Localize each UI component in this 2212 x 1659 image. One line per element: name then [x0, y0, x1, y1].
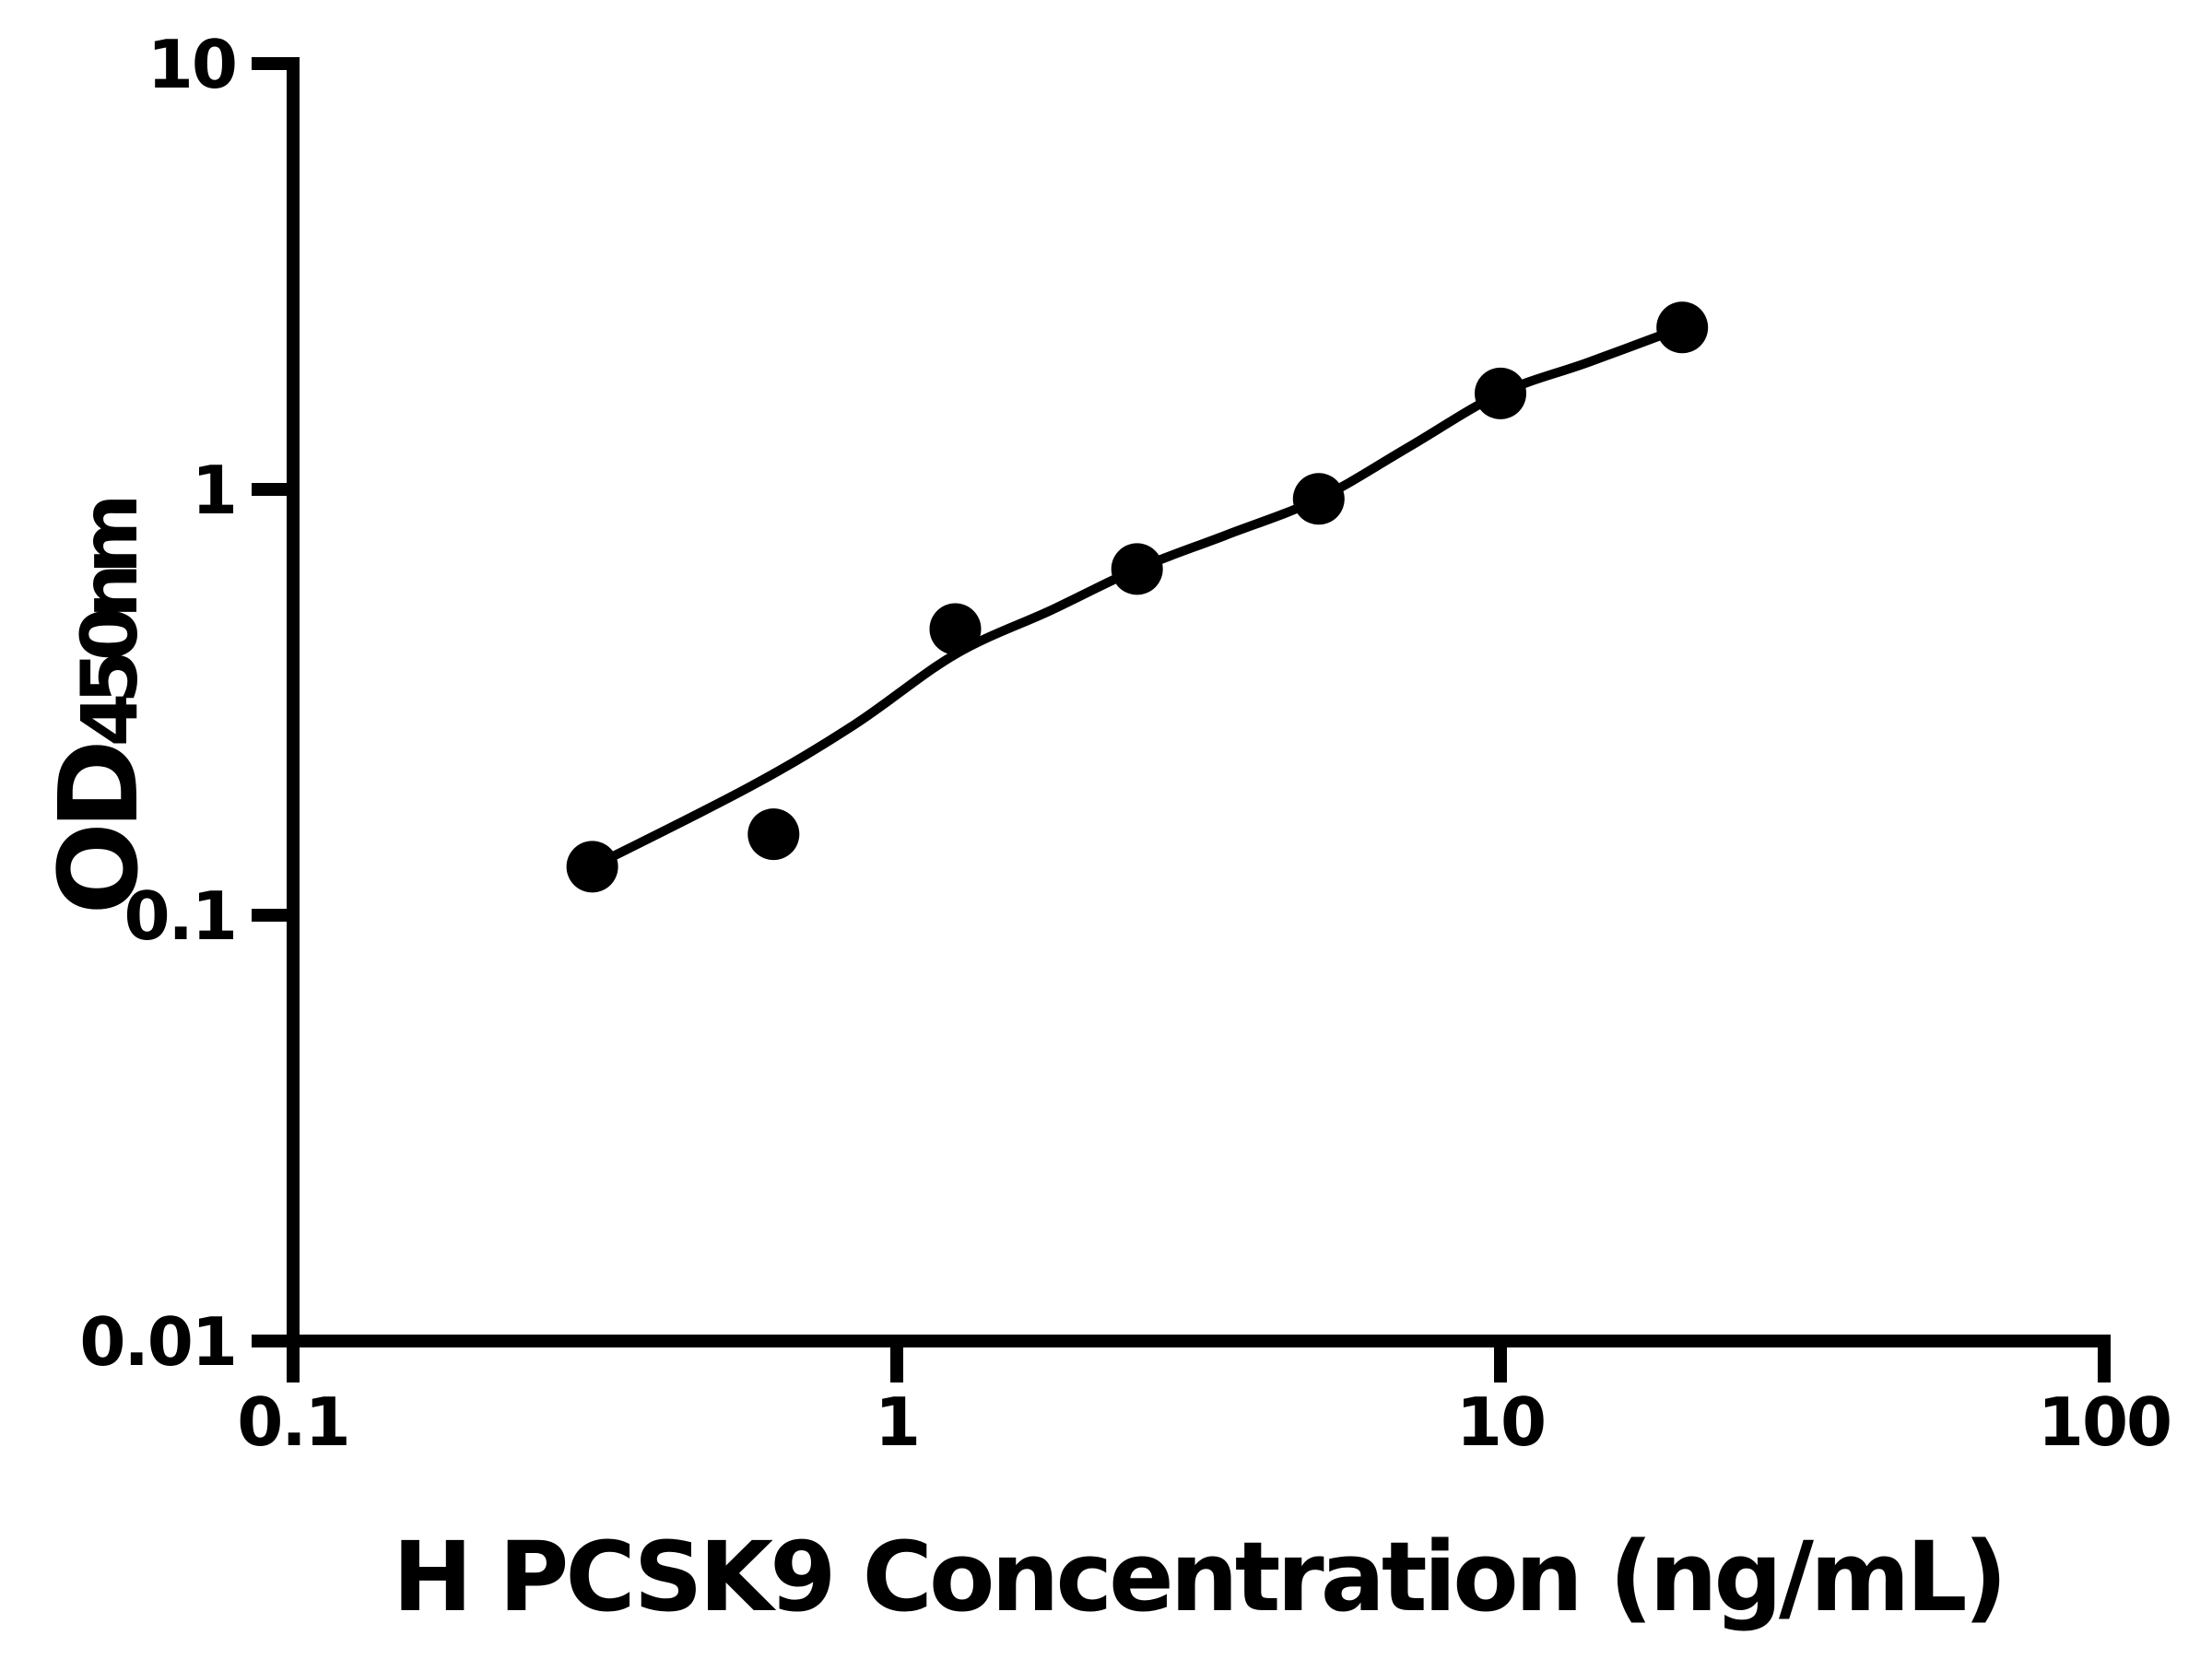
x-axis-tick-label: 100 — [2038, 1383, 2171, 1461]
y-axis-title-subscript: 450nm — [65, 500, 155, 747]
data-point-marker — [1111, 543, 1163, 595]
data-point-marker — [566, 841, 618, 893]
y-axis-tick-label: 0.01 — [79, 1303, 236, 1381]
x-axis-tick-label: 1 — [875, 1383, 919, 1461]
y-axis-tick-label: 0.1 — [124, 877, 236, 955]
axis-lines — [287, 57, 2111, 1347]
x-axis-tick-label: 0.1 — [237, 1383, 349, 1461]
data-point-marker — [747, 808, 800, 861]
y-axis-tick-label: 1 — [192, 452, 236, 529]
data-point-marker — [1656, 301, 1709, 354]
data-point-marker — [1475, 367, 1526, 419]
x-axis-tick-label: 10 — [1456, 1383, 1545, 1461]
y-axis-title-main: OD — [35, 745, 162, 914]
x-axis-title: H PCSK9 Concentration (ng/mL) — [393, 1521, 2004, 1633]
y-axis-title: OD450nm — [35, 500, 162, 914]
y-axis-tick-label: 10 — [147, 26, 236, 103]
data-point-marker — [929, 603, 982, 655]
data-point-marker — [1292, 473, 1345, 525]
